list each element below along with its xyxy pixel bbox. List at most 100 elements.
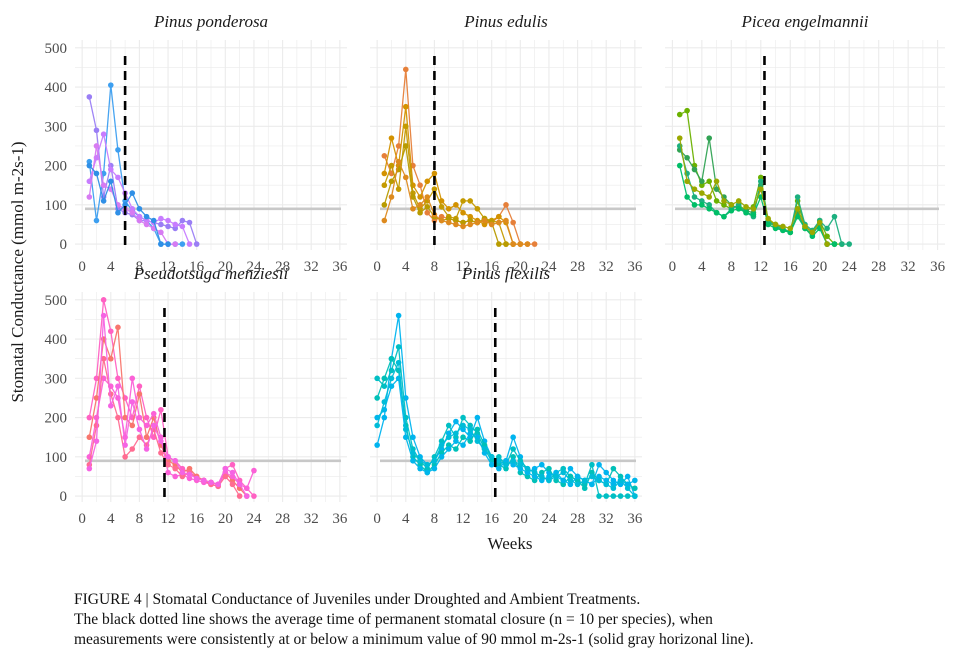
data-point <box>374 375 380 382</box>
data-point <box>553 473 559 480</box>
x-tick-label: 8 <box>728 259 736 275</box>
data-point <box>150 217 157 224</box>
data-point <box>816 219 823 226</box>
data-point <box>158 241 164 247</box>
series-5 <box>86 162 171 247</box>
data-point <box>765 221 771 228</box>
data-point <box>122 202 128 208</box>
data-point <box>610 477 617 484</box>
data-point <box>136 217 143 224</box>
data-point <box>794 205 801 212</box>
data-point <box>596 473 602 480</box>
y-tick-label: 200 <box>45 411 68 427</box>
data-point <box>574 473 581 480</box>
data-point <box>208 479 214 486</box>
panel-pinus-ponderosa: Pinus ponderosa 0 4 8 12 16 20 24 28 32 36 0 100 200 3… <box>45 12 348 275</box>
data-point <box>699 202 705 208</box>
data-point <box>517 457 524 464</box>
panel-pinus-flexilis: Pinus flexilis 0 4 8 12 16 20 24 28 32 36 <box>370 264 643 527</box>
data-point <box>839 241 845 247</box>
data-point <box>481 446 488 452</box>
y-tick-label: 300 <box>45 371 68 387</box>
data-point <box>684 194 690 200</box>
data-point <box>136 434 143 441</box>
data-point <box>824 233 830 240</box>
data-point <box>388 178 395 185</box>
data-point <box>467 221 474 228</box>
data-point <box>517 461 524 468</box>
x-tick-label: 36 <box>627 511 643 527</box>
data-point <box>691 194 698 200</box>
data-point <box>453 418 459 425</box>
data-point <box>560 469 567 476</box>
x-tick-label: 16 <box>484 259 500 275</box>
x-tick-label: 32 <box>901 259 916 275</box>
data-point <box>129 190 136 196</box>
data-point <box>417 209 423 216</box>
data-point <box>417 202 423 208</box>
x-tick-label: 0 <box>373 259 381 275</box>
data-point <box>438 454 445 460</box>
data-point <box>193 241 200 247</box>
data-point <box>388 194 395 200</box>
y-tick-label: 500 <box>45 41 68 57</box>
data-point <box>93 143 100 149</box>
data-point <box>474 438 481 444</box>
data-point <box>517 465 524 472</box>
data-point <box>395 186 402 192</box>
data-point <box>802 223 808 230</box>
data-point <box>496 213 502 220</box>
data-point <box>107 403 114 409</box>
x-tick-label: 8 <box>431 511 439 527</box>
panel-pseudotsuga-menziesii: Pseudotsuga menziesii 0 4 8 12 16 20 24 28 32 36 0 1… <box>45 264 348 527</box>
data-point <box>567 481 574 488</box>
series-line <box>88 96 198 245</box>
data-point <box>431 170 438 177</box>
data-point <box>143 446 150 452</box>
gridlines <box>370 40 642 250</box>
data-point <box>787 225 794 232</box>
data-point <box>624 485 631 492</box>
data-point <box>706 194 713 200</box>
data-point <box>417 461 423 468</box>
data-point <box>424 209 431 216</box>
data-point <box>713 209 720 216</box>
data-point <box>136 426 143 433</box>
data-point <box>388 367 395 374</box>
data-point <box>129 399 136 405</box>
data-point <box>460 442 466 448</box>
data-point <box>388 135 395 141</box>
data-point <box>100 198 107 204</box>
data-point <box>229 469 236 476</box>
y-tick-label: 100 <box>45 198 68 214</box>
y-axis-title: Stomatal Conductance (mmol m-2s-1) <box>8 141 27 402</box>
data-point <box>165 469 171 476</box>
panel-pinus-edulis: Pinus edulis 0 4 8 12 16 20 24 28 32 36 <box>370 12 643 275</box>
data-point <box>388 162 395 169</box>
data-point <box>431 217 438 224</box>
data-point <box>460 422 466 429</box>
data-point <box>381 202 388 208</box>
data-point <box>172 225 179 232</box>
data-point <box>603 477 610 484</box>
x-tick-label: 12 <box>456 259 471 275</box>
data-point <box>589 469 595 476</box>
data-point <box>684 107 690 114</box>
data-point <box>699 198 705 204</box>
data-point <box>794 194 801 200</box>
data-point <box>699 190 705 196</box>
panel-title: Pseudotsuga menziesii <box>133 264 289 283</box>
series-5 <box>381 158 531 247</box>
data-point <box>388 355 395 362</box>
data-point <box>115 324 121 331</box>
data-point <box>186 475 193 482</box>
data-point <box>581 477 588 484</box>
x-tick-label: 4 <box>107 511 115 527</box>
x-tick-label: 16 <box>189 511 205 527</box>
data-point <box>179 473 186 480</box>
x-tick-label: 16 <box>189 259 205 275</box>
data-point <box>589 481 595 488</box>
data-point <box>381 375 388 382</box>
x-tick-label: 4 <box>402 511 410 527</box>
panel-title: Pinus ponderosa <box>153 12 268 31</box>
